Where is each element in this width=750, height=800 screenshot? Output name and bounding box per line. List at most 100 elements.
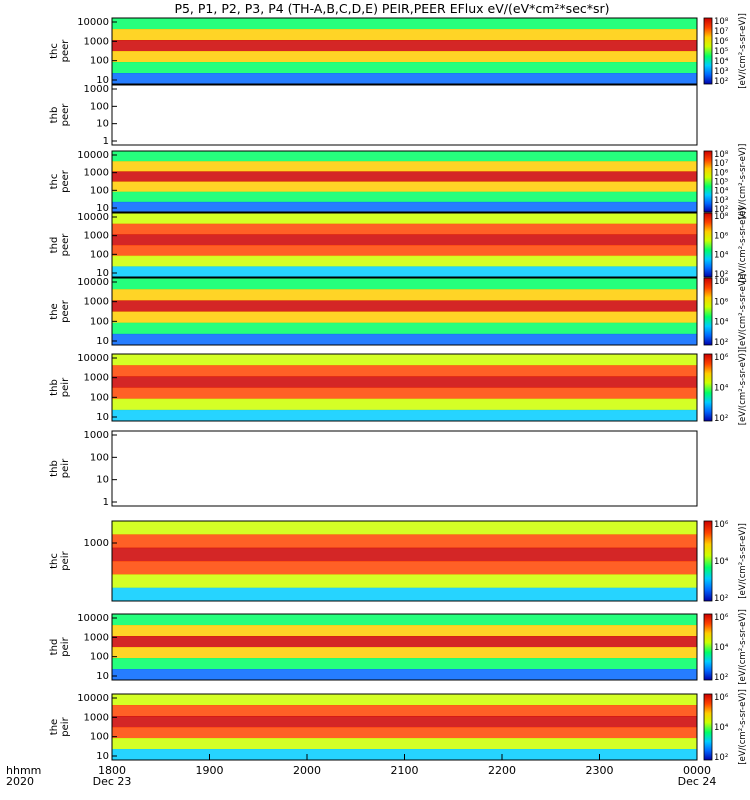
x-date-label: Dec 23 bbox=[93, 775, 132, 788]
panel-label-product: peer bbox=[60, 233, 71, 257]
y-tick-label: 10000 bbox=[77, 150, 109, 161]
y-tick-label: 100 bbox=[90, 316, 109, 327]
panel-thb-peir: 10 100 1000 10000 thbpeir 10² 10⁴ 10⁶ [eV/(cm²-s… bbox=[49, 350, 748, 426]
spectrogram-band bbox=[112, 521, 697, 535]
panel-the-peer: 10 100 1000 10000 thepeer 10² 10⁴ 10⁶ 10⁸ [eV/(cm… bbox=[49, 274, 748, 350]
spectrogram-band bbox=[112, 213, 697, 225]
spectrogram-band bbox=[112, 73, 697, 85]
spectrogram-band bbox=[112, 333, 697, 346]
panel-label-product: peer bbox=[60, 39, 71, 63]
panel-thc-peer: 10100100010000thcpeer10²10³10⁴10⁵10⁶10⁷1… bbox=[49, 144, 748, 220]
spectrogram-band bbox=[112, 587, 697, 602]
panel-label-product: peir bbox=[60, 550, 71, 570]
spectrogram-band bbox=[112, 40, 697, 52]
panel-label-product: peir bbox=[60, 458, 71, 478]
panel-frame bbox=[111, 84, 698, 146]
spectrogram-band bbox=[112, 354, 697, 366]
spectrogram-band bbox=[112, 255, 697, 267]
panel-label-product: peer bbox=[60, 169, 71, 193]
spectrogram-band bbox=[112, 62, 697, 74]
colorbar-tick-label: 10⁴ bbox=[714, 723, 729, 733]
panel-label-product: peir bbox=[60, 716, 71, 736]
colorbar-tick-label: 10⁸ bbox=[714, 212, 729, 222]
spectrogram-band bbox=[112, 387, 697, 400]
panel-label: thbpeer bbox=[49, 103, 71, 127]
panels: 10100100010000thcpeer10²10³10⁴10⁵10⁶10⁷1… bbox=[49, 13, 748, 765]
spectrogram-band bbox=[112, 398, 697, 411]
y-tick-label: 100 bbox=[90, 185, 109, 196]
colorbar bbox=[703, 353, 713, 422]
panel-label: thbpeir bbox=[49, 458, 71, 478]
colorbar-tick-label: 10⁸ bbox=[714, 277, 729, 287]
y-tick-label: 10 bbox=[96, 412, 109, 423]
y-tick-label: 1000 bbox=[84, 430, 109, 441]
spectrogram-band bbox=[112, 245, 697, 257]
colorbar-tick-label: 10⁴ bbox=[714, 57, 729, 67]
y-tick-label: 10 bbox=[96, 119, 109, 130]
panel-thb-peir: 1 10 100 1000 thbpeir bbox=[49, 430, 698, 508]
y-tick-label: 1000 bbox=[84, 373, 109, 384]
y-tick-label: 1000 bbox=[84, 538, 109, 549]
colorbar bbox=[703, 613, 713, 681]
colorbar-tick-label: 10⁴ bbox=[714, 643, 729, 653]
colorbar-tick-label: 10⁵ bbox=[714, 47, 728, 57]
panel-label: thdpeer bbox=[49, 233, 71, 257]
spectrogram-band bbox=[112, 574, 697, 589]
panel-thd-peir: 10 100 1000 10000 thdpeir 10² 10⁴ 10⁶ [eV/(cm²-s… bbox=[49, 609, 748, 685]
panel-label-product: peir bbox=[60, 377, 71, 397]
spectrogram-band bbox=[112, 151, 697, 162]
y-tick-label: 1000 bbox=[84, 297, 109, 308]
spectrogram-band bbox=[112, 201, 697, 213]
colorbar-label: [eV/(cm²-s-sr-eV)] bbox=[738, 207, 748, 283]
colorbar-tick-label: 10⁴ bbox=[714, 557, 729, 567]
spectrogram-band bbox=[112, 51, 697, 63]
colorbar-tick-label: 10² bbox=[714, 77, 728, 87]
panel-label-probe: thd bbox=[49, 237, 60, 254]
panel-label-product: peir bbox=[60, 636, 71, 656]
x-tick-label: 2100 bbox=[391, 764, 419, 777]
spectrogram-band bbox=[112, 547, 697, 562]
colorbar-tick-label: 10² bbox=[714, 753, 728, 763]
x-tick-label: 0000 bbox=[683, 764, 711, 777]
colorbar-label: [eV/(cm²-s-sr-eV)] bbox=[738, 350, 748, 426]
colorbar-tick-label: 10⁴ bbox=[714, 251, 729, 261]
panel-thb-peer: 1 10 100 1000 thbpeer bbox=[49, 84, 698, 147]
y-tick-label: 1000 bbox=[84, 168, 109, 179]
spectrogram-band bbox=[112, 716, 697, 728]
spectrogram-band bbox=[112, 409, 697, 422]
colorbar-tick-label: 10² bbox=[714, 673, 728, 683]
spectrogram-band bbox=[112, 311, 697, 324]
spectrogram-band bbox=[112, 647, 697, 659]
panel-label-product: peer bbox=[60, 103, 71, 127]
spectrogram-band bbox=[112, 161, 697, 172]
x-tick-label: 2300 bbox=[586, 764, 614, 777]
spectrogram-band bbox=[112, 738, 697, 750]
panel-label: thcpeer bbox=[49, 39, 71, 63]
colorbar-tick-label: 10⁸ bbox=[714, 17, 729, 27]
colorbar-tick-label: 10³ bbox=[714, 196, 728, 206]
colorbar-tick-label: 10⁷ bbox=[714, 159, 729, 169]
panel-frame bbox=[111, 430, 698, 507]
colorbar-tick-label: 10² bbox=[714, 594, 728, 604]
panel-label: thepeer bbox=[49, 299, 71, 323]
panel-label-product: peer bbox=[60, 299, 71, 323]
y-tick-label: 1000 bbox=[84, 231, 109, 242]
spectrogram-band bbox=[112, 365, 697, 377]
spectrogram-band bbox=[112, 171, 697, 182]
panel-frame bbox=[111, 212, 698, 278]
y-tick-label: 1000 bbox=[84, 712, 109, 723]
colorbar-tick-label: 10³ bbox=[714, 67, 728, 77]
x-tick-label: 2200 bbox=[488, 764, 516, 777]
spectrogram-band bbox=[112, 727, 697, 739]
panel-the-peir: 10 100 1000 10000 thepeir 10² 10⁴ 10⁶ [eV/(cm²-s… bbox=[49, 689, 748, 765]
colorbar-label: [eV/(cm²-s-sr-eV)] bbox=[738, 13, 748, 89]
x-tick-label: 2000 bbox=[293, 764, 321, 777]
spectrogram-band bbox=[112, 191, 697, 203]
panel-label-probe: thc bbox=[49, 174, 60, 190]
colorbar-label: [eV/(cm²-s-sr-eV)] bbox=[738, 689, 748, 765]
panel-label: thcpeir bbox=[49, 550, 71, 570]
colorbar-tick-label: 10⁴ bbox=[714, 318, 729, 328]
x-axis: 1800 1900 2000 2100 2200 2300 0000 Dec 23 Dec 24… bbox=[6, 754, 716, 788]
y-tick-label: 10 bbox=[96, 475, 109, 486]
panel-frame bbox=[111, 353, 698, 422]
